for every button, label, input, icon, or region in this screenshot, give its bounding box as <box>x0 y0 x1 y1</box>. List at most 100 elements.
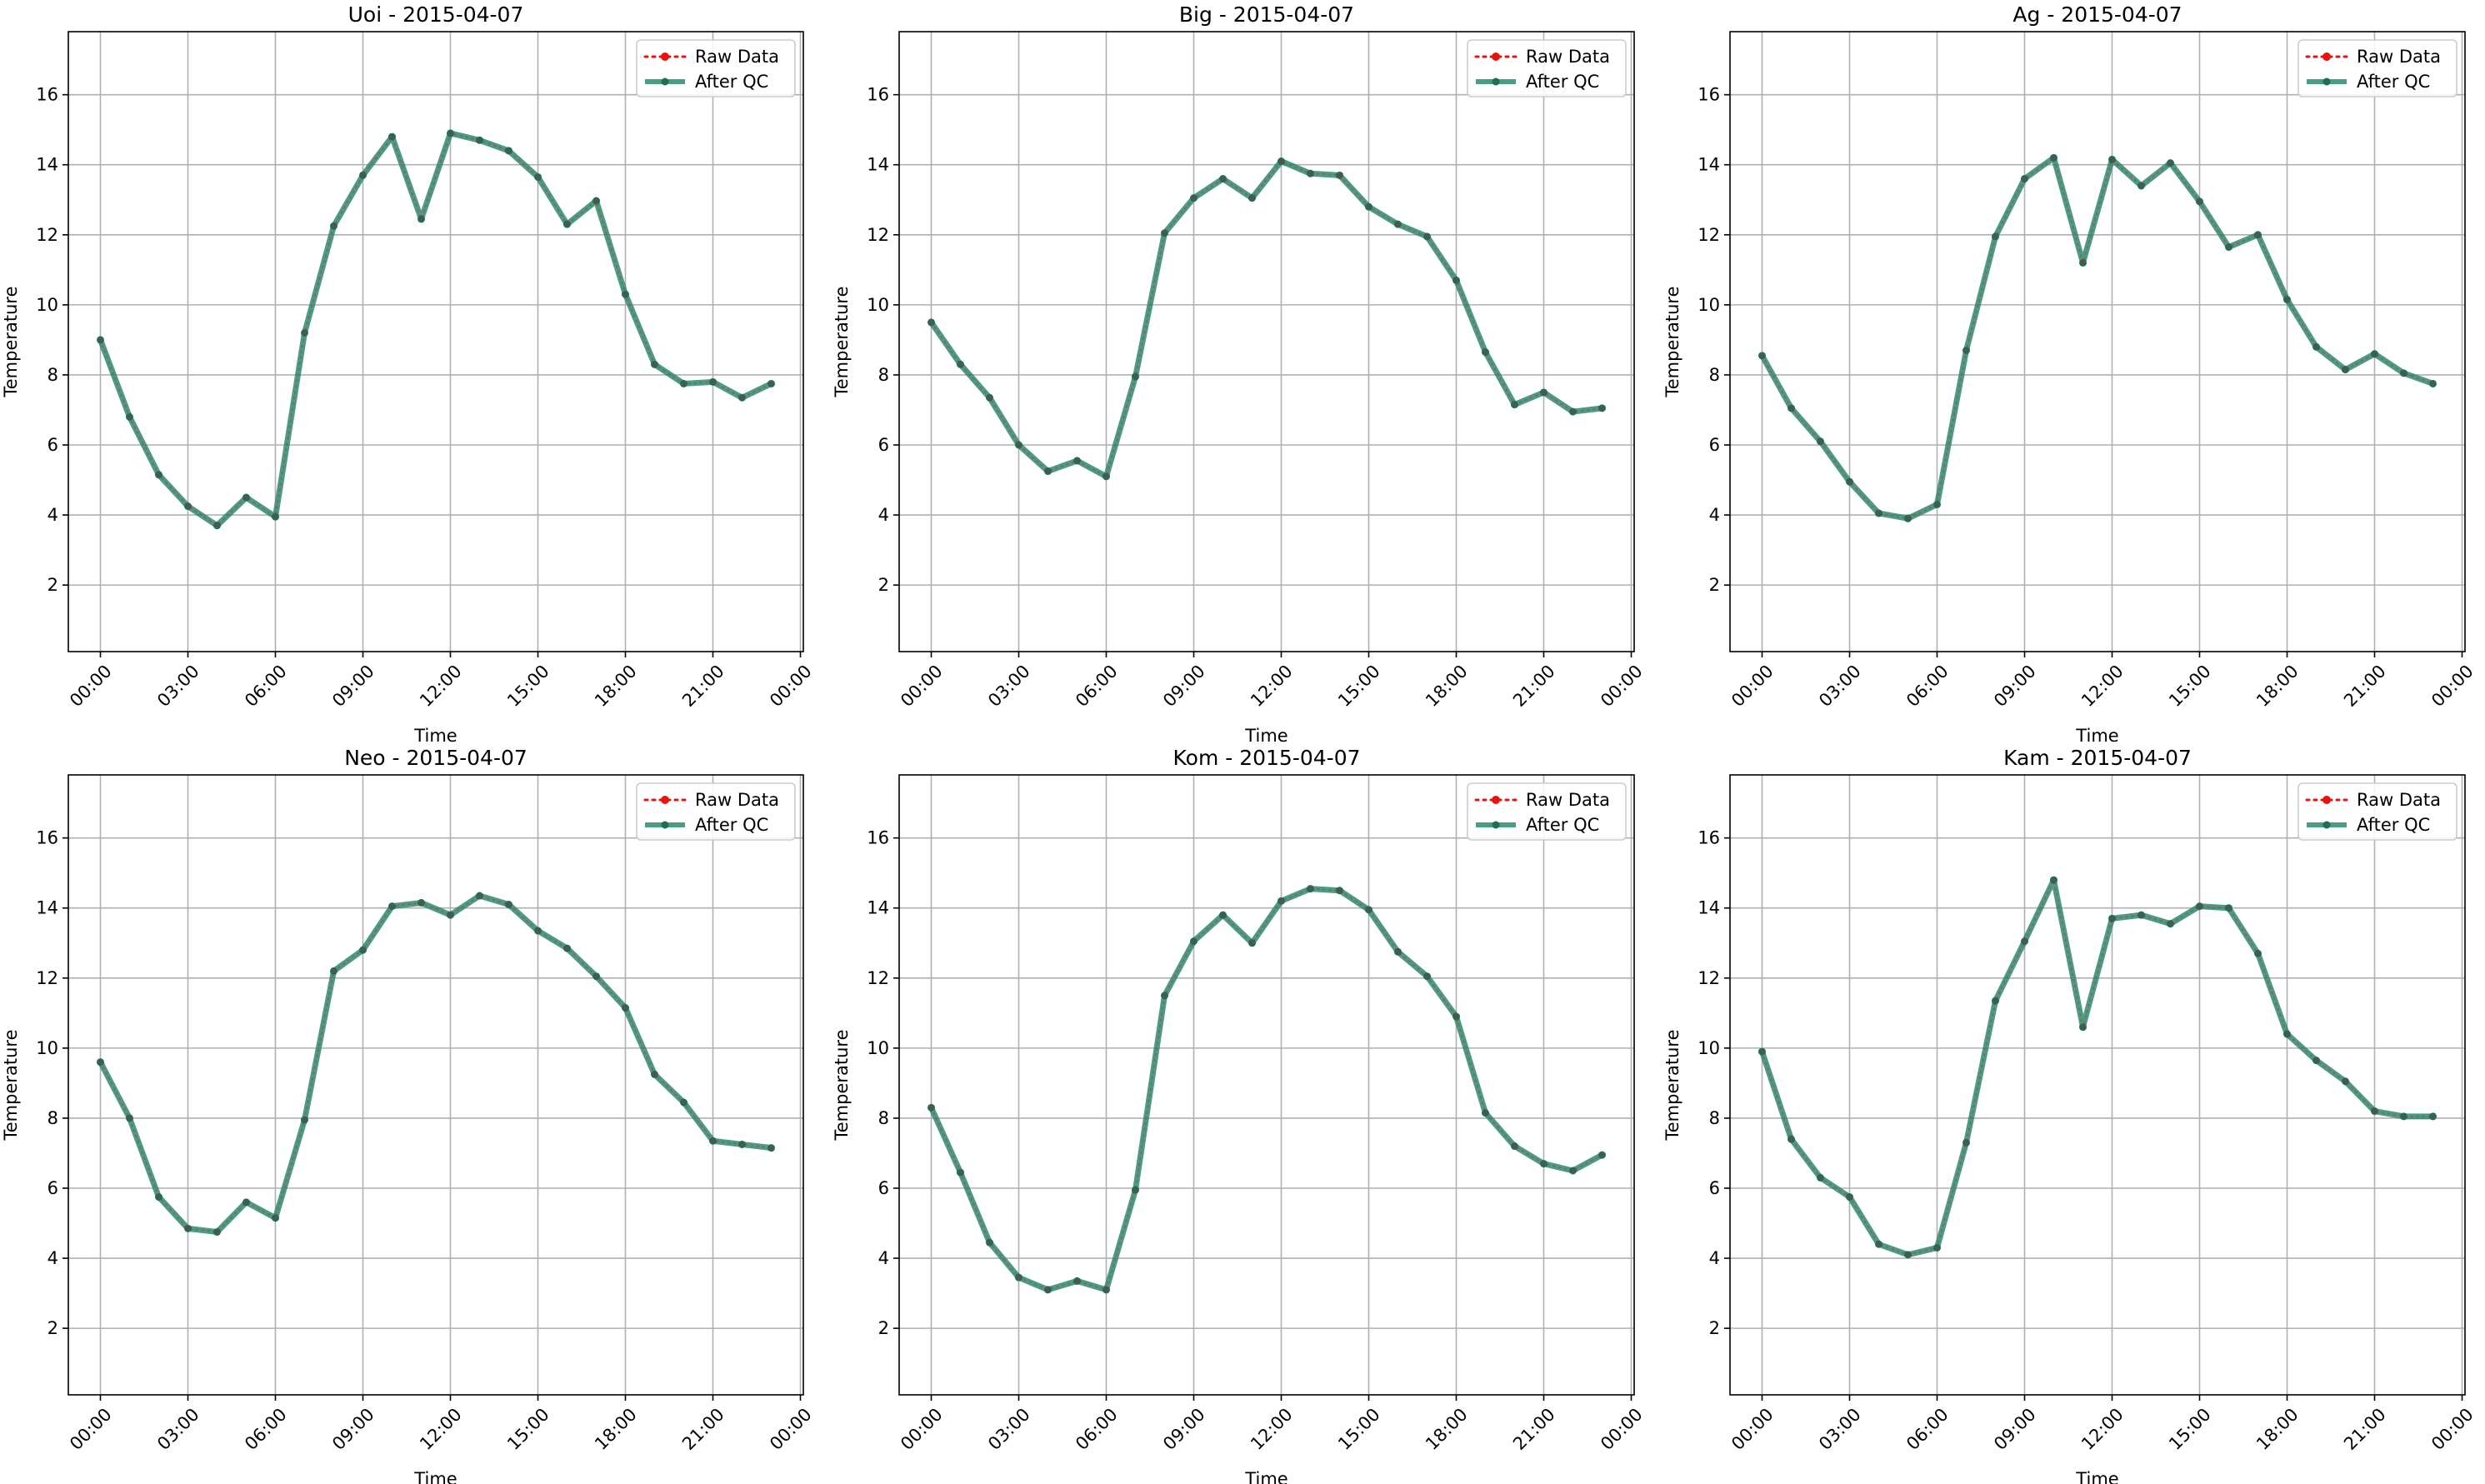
after-qc-point <box>476 892 483 900</box>
raw-data-point <box>1396 222 1400 227</box>
raw-data-point <box>740 1142 744 1147</box>
after-qc-point <box>1423 232 1431 241</box>
raw-data-point <box>98 1060 102 1064</box>
x-tick-label: 00:00 <box>2428 661 2478 711</box>
y-ticks: 2 4 6 8 10 12 14 16 <box>867 828 899 1338</box>
raw-data-point <box>1162 231 1167 235</box>
after-qc-point <box>2108 155 2116 163</box>
after-qc-point <box>1365 906 1372 914</box>
x-tick-label: 15:00 <box>2165 661 2215 711</box>
raw-data-point <box>2198 199 2202 203</box>
raw-data-point <box>623 1006 628 1010</box>
subplot-2: Big - 2015-04-07 00:00 03:00 06:00 09:00 12:0… <box>832 2 1647 746</box>
after-qc-point <box>1336 171 1343 179</box>
raw-data-point <box>536 929 540 933</box>
legend-raw-label: Raw Data <box>1526 47 1610 67</box>
after-qc-point <box>563 944 571 952</box>
raw-data-point <box>302 331 307 335</box>
raw-data-point <box>711 380 715 384</box>
raw-data-point <box>711 1139 715 1143</box>
raw-data-point <box>1425 234 1429 238</box>
raw-data-point <box>1571 1168 1575 1172</box>
raw-data-point <box>507 902 511 907</box>
after-qc-point <box>2312 342 2320 351</box>
after-qc-point <box>330 967 338 975</box>
after-qc-point <box>155 1193 162 1202</box>
subplot-title: Kom - 2015-04-07 <box>1173 746 1361 770</box>
legend: Raw Data After QC <box>1467 39 1627 97</box>
raw-data-point <box>1760 1050 1764 1054</box>
legend-qc-marker <box>661 77 669 86</box>
raw-data-point <box>1993 999 1998 1003</box>
after-qc-point <box>1817 1173 1824 1182</box>
raw-data-point <box>1250 941 1254 945</box>
series-after-qc <box>97 129 775 530</box>
y-tick-label: 10 <box>36 1038 58 1058</box>
after-qc-point <box>563 220 571 228</box>
after-qc-point <box>1161 992 1168 1000</box>
y-tick-label: 14 <box>36 155 58 175</box>
x-tick-label: 03:00 <box>153 1404 203 1454</box>
after-qc-point <box>447 911 454 919</box>
raw-data-point <box>361 173 365 177</box>
y-tick-label: 4 <box>48 505 58 525</box>
after-qc-point <box>1307 885 1314 893</box>
subplot-3: Ag - 2015-04-07 00:00 03:00 06:00 09:00 12:00… <box>1662 2 2478 746</box>
after-qc-point <box>1933 500 1941 508</box>
after-qc-point <box>1190 194 1198 202</box>
y-tick-label: 14 <box>867 155 889 175</box>
raw-data-point <box>1133 1188 1138 1192</box>
x-tick-label: 00:00 <box>66 661 116 711</box>
x-tick-label: 12:00 <box>416 1404 466 1454</box>
raw-data-point <box>2314 1058 2318 1062</box>
x-tick-label: 21:00 <box>2340 661 2390 711</box>
y-tick-label: 16 <box>36 85 58 105</box>
raw-data-point <box>2052 878 2056 882</box>
raw-data-point <box>1964 1141 1968 1145</box>
legend-qc-label: After QC <box>1526 72 1599 92</box>
raw-data-point <box>2372 352 2377 356</box>
y-tick-label: 16 <box>36 828 58 848</box>
x-tick-label: 06:00 <box>241 1404 291 1454</box>
y-tick-label: 16 <box>867 828 889 848</box>
legend-qc-label: After QC <box>1526 815 1599 835</box>
raw-data-point <box>507 148 511 152</box>
after-qc-point <box>2138 182 2145 190</box>
series-raw-data <box>1760 877 2435 1257</box>
after-qc-point <box>213 522 221 530</box>
after-qc-point <box>957 360 964 368</box>
raw-data-point <box>958 362 962 367</box>
raw-data-point <box>2343 1079 2348 1083</box>
after-qc-point <box>476 136 483 144</box>
x-axis-label: Time <box>1244 726 1288 746</box>
y-tick-label: 14 <box>1698 898 1720 918</box>
after-qc-line <box>98 130 773 529</box>
after-qc-point <box>1992 997 1999 1005</box>
x-tick-label: 03:00 <box>984 1404 1034 1454</box>
after-qc-point <box>1015 441 1022 449</box>
after-qc-point <box>1904 514 1912 522</box>
after-qc-point <box>2225 243 2232 252</box>
y-axis-label: Temperature <box>832 286 852 397</box>
x-tick-label: 06:00 <box>241 661 291 711</box>
after-qc-point <box>1962 1138 1970 1147</box>
after-qc-point <box>1015 1273 1022 1282</box>
y-tick-label: 6 <box>48 435 58 455</box>
raw-data-point <box>1308 172 1312 176</box>
series-raw-data <box>929 887 1604 1292</box>
y-tick-label: 8 <box>1709 365 1720 385</box>
x-tick-label: 15:00 <box>1334 661 1384 711</box>
legend-qc-label: After QC <box>2357 815 2430 835</box>
subplot-5: Kom - 2015-04-07 00:00 03:00 06:00 09:00 12:0… <box>832 746 1647 1484</box>
x-tick-label: 21:00 <box>678 661 728 711</box>
after-qc-point <box>1875 1240 1882 1248</box>
raw-data-point <box>1250 196 1254 200</box>
after-qc-point <box>1569 1167 1577 1175</box>
raw-data-point <box>2256 952 2260 956</box>
raw-data-point <box>390 904 394 908</box>
y-tick-label: 10 <box>36 295 58 315</box>
x-tick-label: 15:00 <box>2165 1404 2215 1454</box>
y-tick-label: 14 <box>36 898 58 918</box>
after-qc-point <box>2196 902 2203 911</box>
y-tick-label: 12 <box>867 968 889 988</box>
